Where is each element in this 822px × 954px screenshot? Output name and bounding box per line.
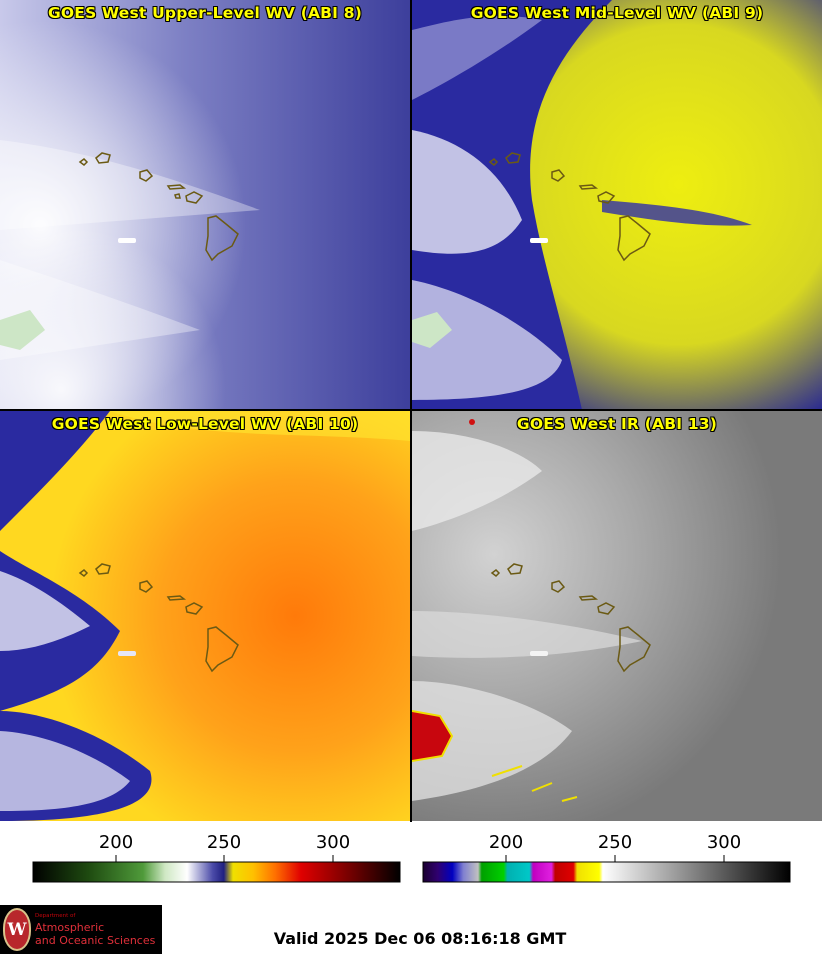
wv-colorbar-gradient	[32, 861, 401, 883]
uw-crest-icon: W	[3, 908, 31, 951]
panel-low-level-wv: GOES West Low-Level WV (ABI 10)	[0, 411, 410, 821]
colorbar-tick-label: 300	[316, 832, 350, 853]
panel-title: GOES West IR (ABI 13)	[516, 415, 718, 433]
aos-logo[interactable]: W Department of Atmospheric and Oceanic …	[0, 905, 162, 954]
panel-divider-vertical	[410, 0, 412, 822]
logo-line-atmospheric: Atmospheric	[35, 921, 105, 934]
low-level-wv-image	[0, 411, 410, 821]
wv-colorbar: 200 250 300	[0, 822, 410, 892]
logo-line-oceanic: and Oceanic Sciences	[35, 934, 156, 947]
logo-line-department: Department of	[35, 913, 76, 919]
mid-level-wv-image	[412, 0, 822, 410]
panel-title: GOES West Upper-Level WV (ABI 8)	[47, 4, 363, 22]
panel-title: GOES West Mid-Level WV (ABI 9)	[470, 4, 764, 22]
colorbar-tick-label: 200	[99, 832, 133, 853]
panel-upper-level-wv: GOES West Upper-Level WV (ABI 8)	[0, 0, 410, 410]
colorbar-tick-label: 250	[207, 832, 241, 853]
ir-colorbar-gradient	[422, 861, 791, 883]
panel-mid-level-wv: GOES West Mid-Level WV (ABI 9)	[412, 0, 822, 410]
panel-title: GOES West Low-Level WV (ABI 10)	[51, 415, 359, 433]
valid-time: Valid 2025 Dec 06 08:16:18 GMT	[273, 929, 567, 948]
colorbar-tick-label: 250	[598, 832, 632, 853]
ir-image	[412, 411, 822, 821]
panel-ir: GOES West IR (ABI 13)	[412, 411, 822, 821]
colorbar-tick-label: 200	[489, 832, 523, 853]
panel-divider-horizontal	[0, 409, 822, 411]
colorbar-tick-label: 300	[707, 832, 741, 853]
ir-colorbar: 200 250 300	[412, 822, 822, 892]
upper-level-wv-image	[0, 0, 410, 410]
